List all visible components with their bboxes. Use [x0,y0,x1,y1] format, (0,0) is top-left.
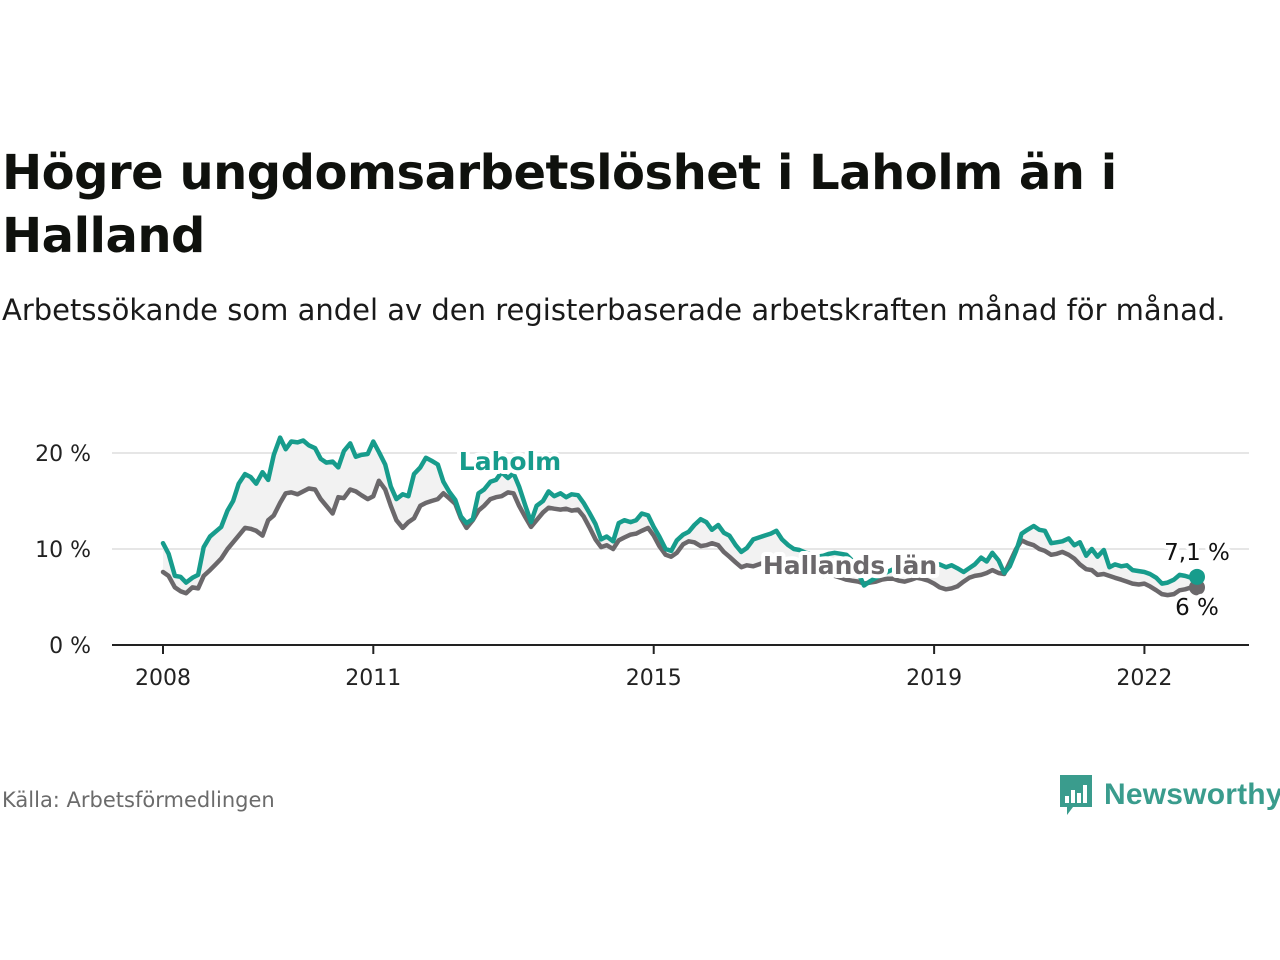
end-marker-laholm [1189,568,1205,585]
end-label-laholm-halo: 7,1 % [1164,540,1230,566]
end-label-hallands-lan: 6 % [1175,595,1219,621]
difference-fill [163,437,1197,596]
series-label-laholm: Laholm [459,447,561,476]
x-tick-label: 2015 [626,666,682,691]
y-axis-ticks: 0 % 10 % 20 % [35,442,91,659]
y-tick-label: 10 % [35,538,91,563]
series-line-hallands-lan [160,478,1200,598]
x-tick-label: 2019 [906,666,962,691]
series-label-hallands-lan-halo: Hallands län [763,551,937,580]
line-chart: 0 %10 %20 % 2008 2011 2015 2019 2022 LaholmL… [35,435,1249,691]
source-note: Källa: Arbetsförmedlingen [2,788,275,812]
series-line-laholm [160,435,1200,588]
y-tick-label: 20 % [35,442,91,467]
brand-name: Newsworthy [1104,778,1280,811]
series-label-laholm-halo: Laholm [459,447,561,476]
page-title: Högre ungdomsarbetslöshet i Laholm än i … [2,145,1117,264]
end-label-hallands-lan-halo: 6 % [1175,595,1219,621]
brand-logo[interactable]: Newsworthy [1058,773,1280,817]
y-tick-label: 0 % [49,634,91,659]
page-subtitle: Arbetssökande som andel av den registerb… [2,293,1226,327]
x-tick-label: 2008 [135,666,191,691]
series-label-hallands-lan: Hallands län [763,551,937,580]
difference-area [163,437,1197,596]
bar-chart-speech-bubble-icon [1060,775,1092,815]
end-label-laholm: 7,1 % [1164,540,1230,566]
x-tick-label: 2011 [345,666,401,691]
x-tick-label: 2022 [1116,666,1172,691]
series-lines [160,435,1200,598]
x-axis: 2008 2011 2015 2019 2022 [112,644,1249,691]
